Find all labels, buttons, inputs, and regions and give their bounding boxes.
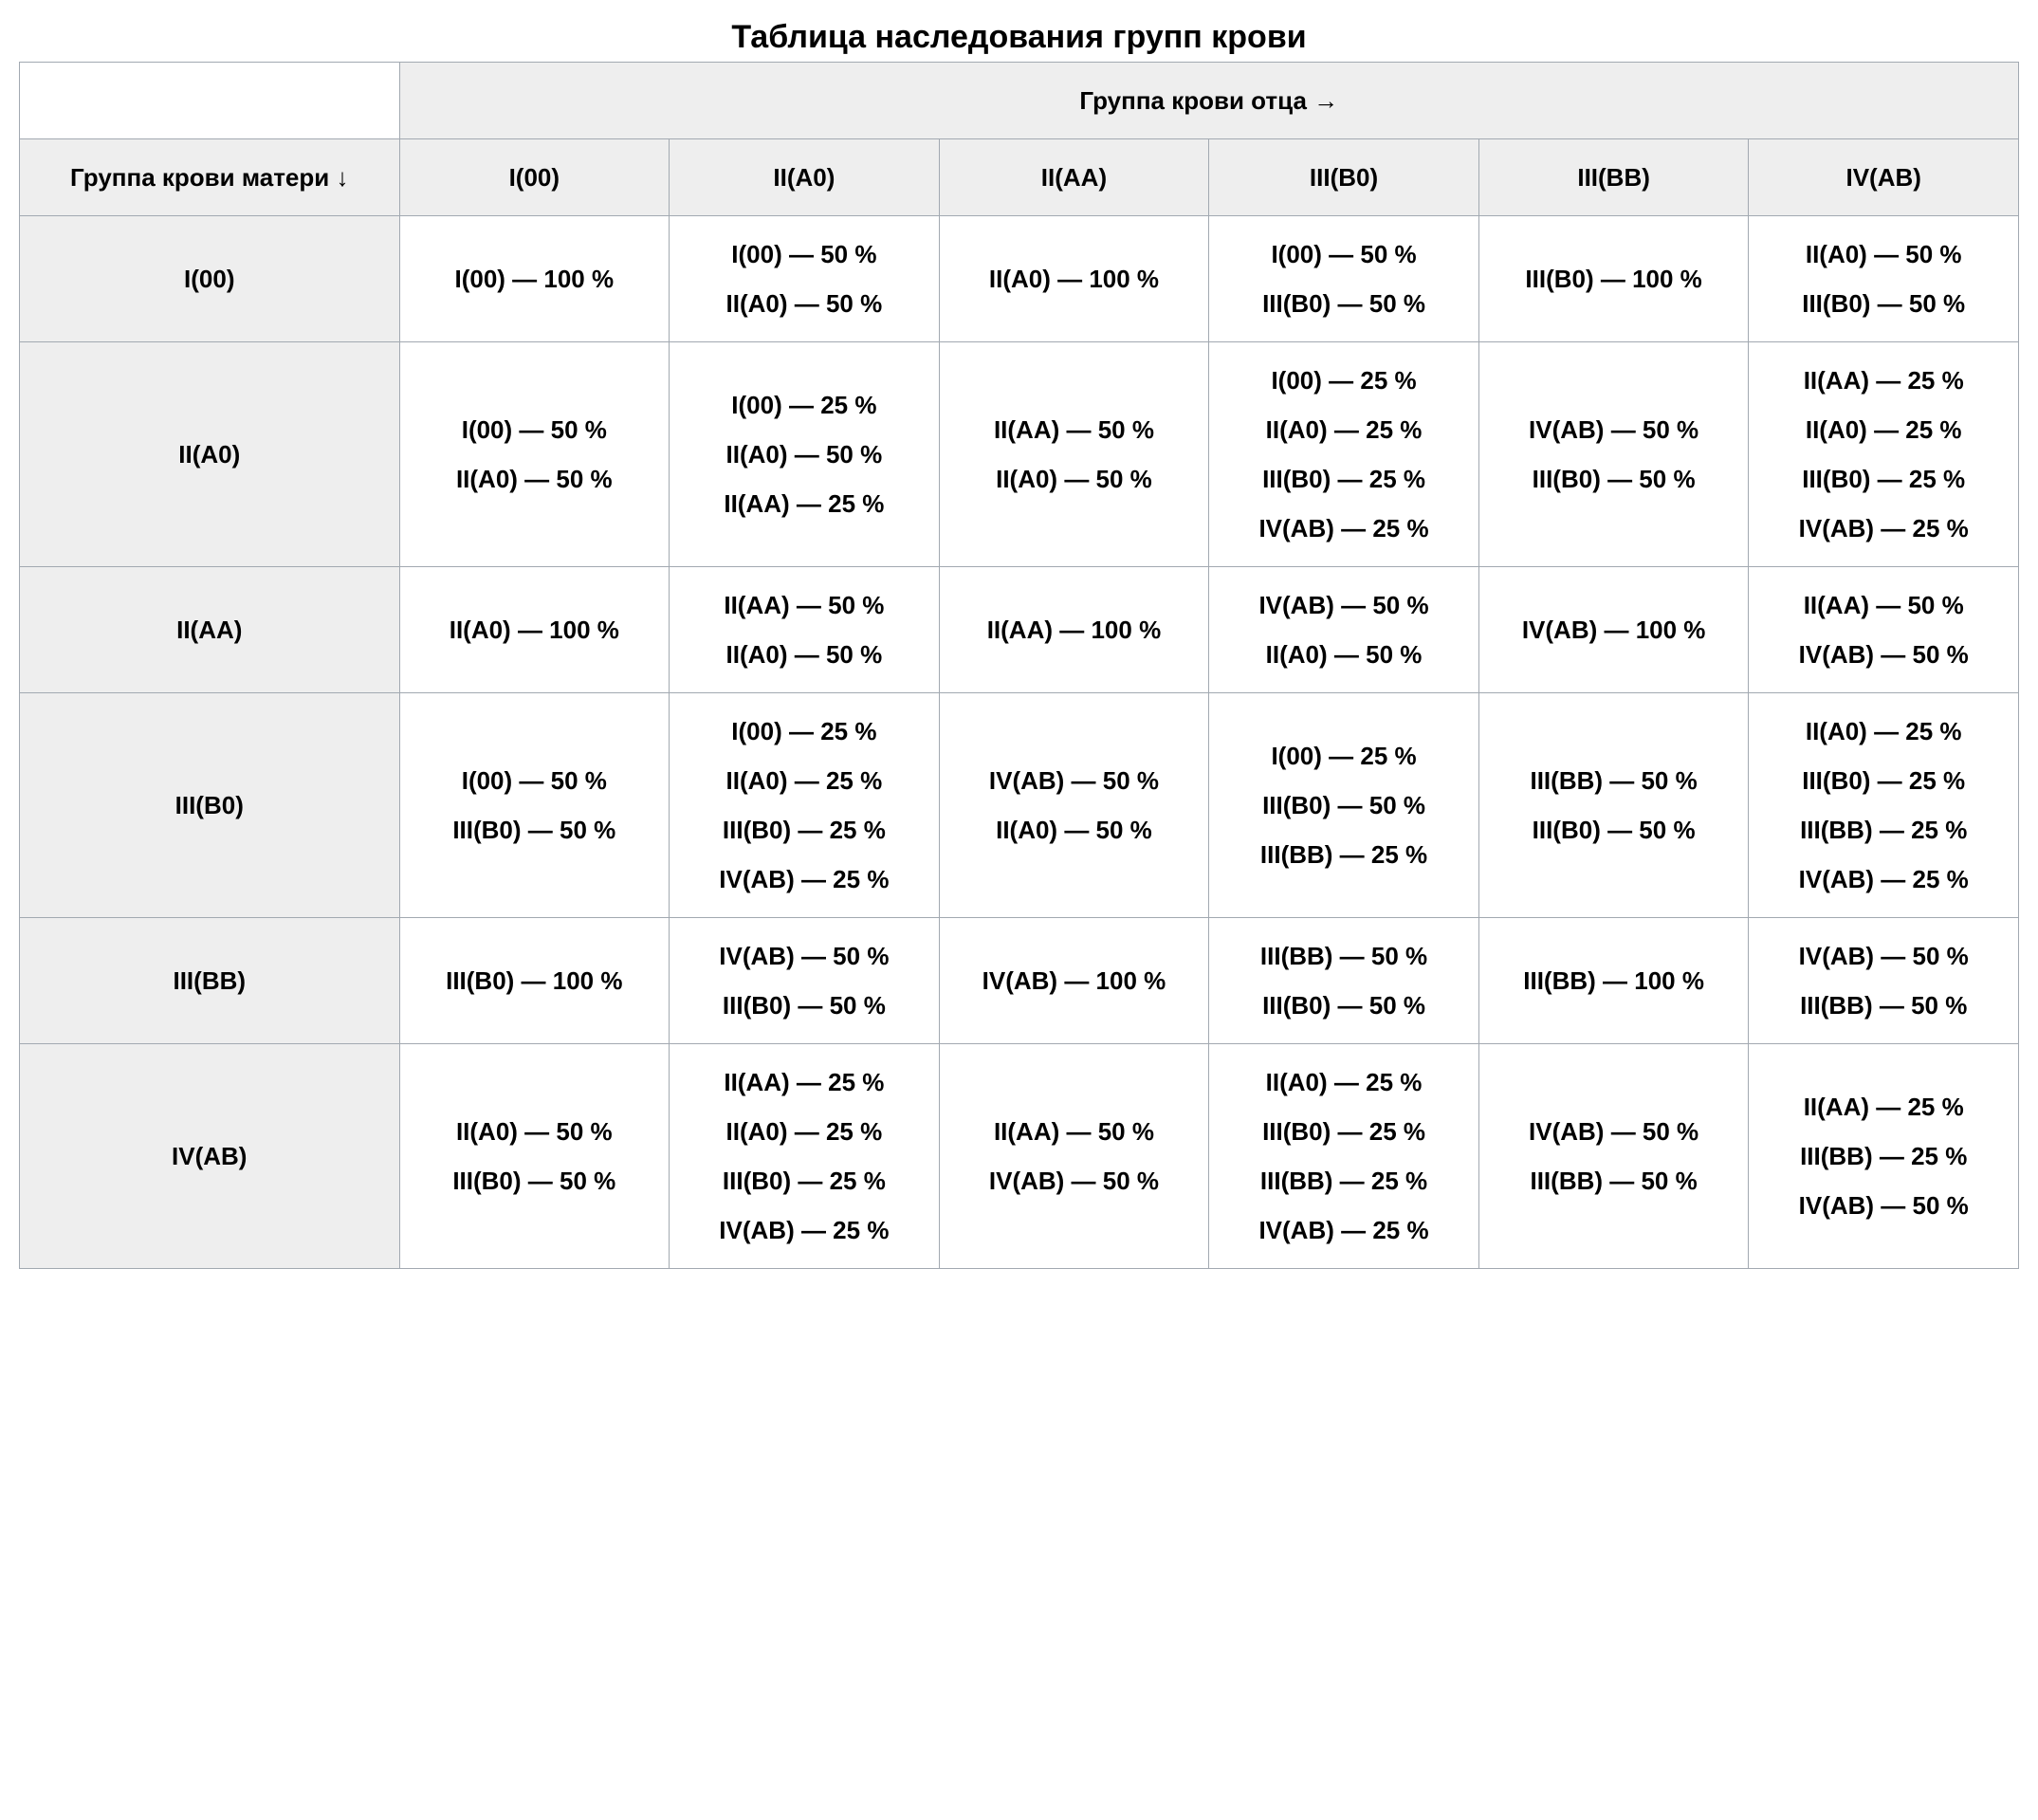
outcome-cell: II(AA) — 25 %III(BB) — 25 %IV(AB) — 50 % [1749, 1044, 2019, 1269]
mother-row-header: III(BB) [20, 918, 400, 1044]
outcome-cell: II(A0) — 50 %III(B0) — 50 % [399, 1044, 670, 1269]
outcome-cell: II(AA) — 50 %II(A0) — 50 % [670, 567, 940, 693]
outcome-cell: II(A0) — 100 % [939, 216, 1209, 342]
table-head: Группа крови отца → Группа крови матери … [20, 63, 2019, 216]
mother-row-header: I(00) [20, 216, 400, 342]
outcome-cell: III(B0) — 100 % [399, 918, 670, 1044]
outcome-cell: I(00) — 25 %II(A0) — 25 %III(B0) — 25 %I… [1209, 342, 1479, 567]
outcome-cell: IV(AB) — 50 %III(B0) — 50 % [670, 918, 940, 1044]
outcome-cell: I(00) — 50 %III(B0) — 50 % [1209, 216, 1479, 342]
mother-row-header: IV(AB) [20, 1044, 400, 1269]
outcome-cell: I(00) — 50 %III(B0) — 50 % [399, 693, 670, 918]
outcome-cell: II(A0) — 25 %III(B0) — 25 %III(BB) — 25 … [1749, 693, 2019, 918]
outcome-cell: II(AA) — 100 % [939, 567, 1209, 693]
outcome-cell: II(AA) — 50 %IV(AB) — 50 % [1749, 567, 2019, 693]
father-col-header: II(A0) [670, 139, 940, 216]
father-col-header: III(B0) [1209, 139, 1479, 216]
outcome-cell: II(AA) — 50 %II(A0) — 50 % [939, 342, 1209, 567]
outcome-cell: I(00) — 25 %II(A0) — 25 %III(B0) — 25 %I… [670, 693, 940, 918]
outcome-cell: II(A0) — 50 %III(B0) — 50 % [1749, 216, 2019, 342]
table-caption: Таблица наследования групп крови [19, 19, 2019, 56]
outcome-cell: I(00) — 50 %II(A0) — 50 % [399, 342, 670, 567]
outcome-cell: IV(AB) — 50 %III(BB) — 50 % [1478, 1044, 1749, 1269]
table-body: I(00)I(00) — 100 %I(00) — 50 %II(A0) — 5… [20, 216, 2019, 1269]
mother-row-header: II(AA) [20, 567, 400, 693]
outcome-cell: III(BB) — 100 % [1478, 918, 1749, 1044]
father-header: Группа крови отца → [399, 63, 2018, 139]
outcome-cell: IV(AB) — 50 %II(A0) — 50 % [1209, 567, 1479, 693]
table-row: II(AA)II(A0) — 100 %II(AA) — 50 %II(A0) … [20, 567, 2019, 693]
outcome-cell: II(AA) — 50 %IV(AB) — 50 % [939, 1044, 1209, 1269]
table-row: IV(AB)II(A0) — 50 %III(B0) — 50 %II(AA) … [20, 1044, 2019, 1269]
outcome-cell: IV(AB) — 50 %II(A0) — 50 % [939, 693, 1209, 918]
table-row: III(BB)III(B0) — 100 %IV(AB) — 50 %III(B… [20, 918, 2019, 1044]
outcome-cell: III(B0) — 100 % [1478, 216, 1749, 342]
father-col-header: II(AA) [939, 139, 1209, 216]
outcome-cell: I(00) — 50 %II(A0) — 50 % [670, 216, 940, 342]
father-col-header: III(BB) [1478, 139, 1749, 216]
outcome-cell: IV(AB) — 100 % [1478, 567, 1749, 693]
outcome-cell: IV(AB) — 50 %III(B0) — 50 % [1478, 342, 1749, 567]
corner-cell [20, 63, 400, 139]
outcome-cell: I(00) — 100 % [399, 216, 670, 342]
outcome-cell: II(A0) — 25 %III(B0) — 25 %III(BB) — 25 … [1209, 1044, 1479, 1269]
blood-type-inheritance-table: Группа крови отца → Группа крови матери … [19, 62, 2019, 1269]
outcome-cell: III(BB) — 50 %III(B0) — 50 % [1209, 918, 1479, 1044]
outcome-cell: II(AA) — 25 %II(A0) — 25 %III(B0) — 25 %… [1749, 342, 2019, 567]
table-row: I(00)I(00) — 100 %I(00) — 50 %II(A0) — 5… [20, 216, 2019, 342]
father-col-header: I(00) [399, 139, 670, 216]
outcome-cell: III(BB) — 50 %III(B0) — 50 % [1478, 693, 1749, 918]
outcome-cell: I(00) — 25 %III(B0) — 50 %III(BB) — 25 % [1209, 693, 1479, 918]
outcome-cell: II(A0) — 100 % [399, 567, 670, 693]
mother-row-header: II(A0) [20, 342, 400, 567]
table-row: III(B0)I(00) — 50 %III(B0) — 50 %I(00) —… [20, 693, 2019, 918]
father-col-header: IV(AB) [1749, 139, 2019, 216]
outcome-cell: I(00) — 25 %II(A0) — 50 %II(AA) — 25 % [670, 342, 940, 567]
mother-row-header: III(B0) [20, 693, 400, 918]
outcome-cell: II(AA) — 25 %II(A0) — 25 %III(B0) — 25 %… [670, 1044, 940, 1269]
outcome-cell: IV(AB) — 50 %III(BB) — 50 % [1749, 918, 2019, 1044]
table-row: II(A0)I(00) — 50 %II(A0) — 50 %I(00) — 2… [20, 342, 2019, 567]
mother-header: Группа крови матери ↓ [20, 139, 400, 216]
outcome-cell: IV(AB) — 100 % [939, 918, 1209, 1044]
